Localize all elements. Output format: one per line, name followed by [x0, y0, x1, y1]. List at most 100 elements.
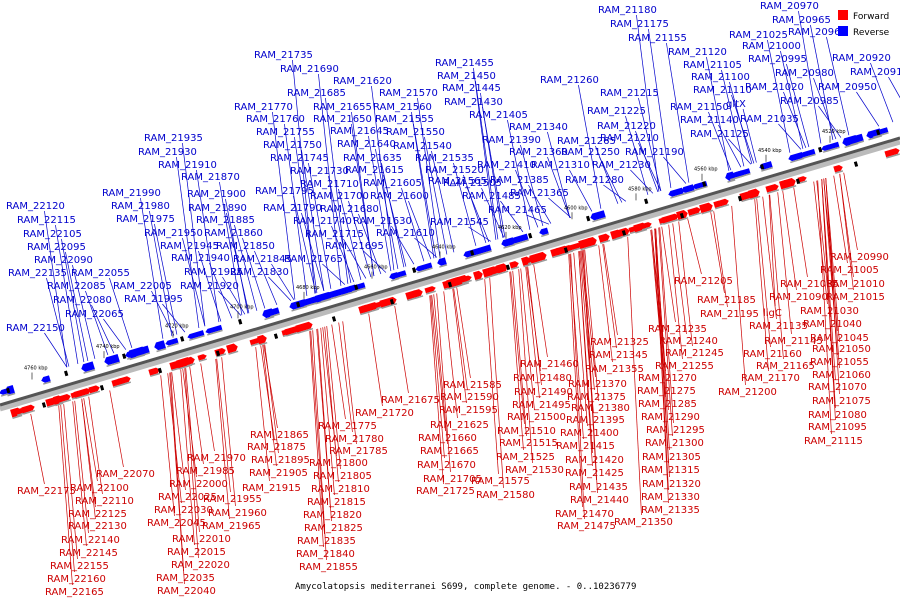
reverse-gene-label: RAM_21155 — [628, 33, 687, 44]
reverse-gene-label: RAM_22080 — [53, 295, 112, 306]
forward-leader-line — [88, 396, 103, 495]
forward-leader-line — [661, 226, 676, 323]
gene-shadow — [417, 267, 433, 274]
forward-gene-label: RAM_21580 — [476, 490, 535, 501]
gene-shadow — [513, 239, 529, 246]
gene-arrow — [833, 164, 843, 173]
forward-gene-label: RAM_21500 — [507, 412, 566, 423]
gene-shadow — [453, 282, 470, 289]
reverse-leader-line — [635, 130, 659, 192]
forward-gene-label: RAM_22100 — [70, 483, 129, 494]
marker-tick — [795, 178, 801, 185]
reverse-gene-label: RAM_20950 — [818, 82, 877, 93]
reverse-leader-line — [708, 111, 732, 171]
marker-tick — [586, 215, 591, 222]
reverse-leader-line — [767, 39, 791, 153]
forward-leader-line — [312, 330, 327, 561]
reverse-leader-line — [198, 250, 222, 322]
reverse-leader-line — [338, 188, 362, 281]
gene-arrow — [88, 385, 100, 394]
gene-shadow — [425, 290, 436, 295]
legend-reverse-swatch — [838, 26, 848, 36]
reverse-leader-line — [475, 80, 499, 240]
reverse-gene-label: RAM_21910 — [158, 160, 217, 171]
forward-gene — [117, 376, 132, 387]
gene-arrow — [134, 345, 150, 356]
forward-leader-line — [659, 227, 674, 424]
reverse-leader-line — [666, 42, 690, 183]
reverse-gene — [501, 237, 516, 249]
reverse-gene — [733, 168, 751, 179]
forward-gene-label: RAM_21595 — [439, 405, 498, 416]
gene-shadow — [119, 381, 132, 387]
reverse-leader-line — [786, 63, 810, 148]
forward-leader-line — [668, 224, 683, 360]
gene-shadow — [475, 277, 484, 282]
reverse-leader-line — [718, 124, 742, 168]
forward-leader-line — [672, 223, 687, 335]
forward-gene-label: RAM_22110 — [75, 496, 134, 507]
reverse-gene-label: RAM_21870 — [181, 172, 240, 183]
forward-gene-label: RAM_21955 — [203, 494, 262, 505]
gene-shadow — [259, 341, 268, 346]
forward-gene-label: RAM_22045 — [147, 518, 206, 529]
reverse-gene-label: RAM_20915 — [850, 67, 900, 78]
reverse-gene-label: RAM_21900 — [187, 189, 246, 200]
gene-shadow — [663, 218, 679, 225]
reverse-gene-label: RAM_21465 — [488, 205, 547, 216]
forward-leader-line — [658, 227, 673, 437]
reverse-leader-line — [162, 303, 186, 333]
reverse-gene-label: RAM_21190 — [625, 147, 684, 158]
reverse-leader-line — [391, 225, 415, 265]
gene-arrow — [788, 151, 804, 162]
reverse-gene-label: RAM_21690 — [280, 64, 339, 75]
gene-shadow — [198, 358, 207, 363]
forward-leader-line — [768, 194, 776, 307]
reverse-gene-label: RAM_21600 — [370, 191, 429, 202]
reverse-gene — [205, 324, 223, 336]
forward-gene-label: RAM_21425 — [565, 468, 624, 479]
forward-gene-label: RAM_21375 — [567, 392, 626, 403]
forward-gene — [784, 177, 797, 190]
forward-leader-line — [170, 372, 185, 585]
forward-leader-line — [74, 400, 89, 534]
gene-shadow — [291, 305, 308, 312]
forward-leader-line — [655, 228, 670, 478]
marker-tick — [818, 146, 823, 153]
reverse-gene-label: RAM_21105 — [683, 60, 742, 71]
marker-tick — [621, 230, 627, 236]
reverse-leader-line — [818, 105, 842, 138]
forward-leader-line — [817, 180, 832, 435]
legend-forward-label: Forward — [853, 12, 889, 22]
reverse-leader-line — [856, 91, 880, 127]
gene-arrow — [104, 353, 120, 366]
forward-gene-label: RAM_21270 — [638, 373, 697, 384]
forward-gene-label: RAM_22010 — [172, 534, 231, 545]
marker-tick — [470, 250, 475, 256]
forward-gene-label: RAM_21815 — [307, 497, 366, 508]
reverse-gene-label: RAM_21715 — [305, 229, 364, 240]
reverse-gene-label: RAM_21035 — [740, 114, 799, 125]
reverse-gene — [788, 151, 804, 164]
forward-gene — [496, 263, 509, 275]
reverse-gene-label: RAM_21850 — [216, 241, 275, 252]
forward-gene-label: RAM_21435 — [569, 482, 628, 493]
forward-gene — [257, 334, 268, 346]
forward-gene-label: RAM_21380 — [571, 403, 630, 414]
reverse-gene-label: RAM_21610 — [376, 228, 435, 239]
forward-leader-line — [527, 266, 542, 386]
forward-gene — [699, 202, 714, 215]
forward-leader-line — [394, 305, 409, 394]
gene-arrow — [699, 202, 713, 214]
reverse-gene-label: RAM_21025 — [729, 30, 788, 41]
forward-gene-label: RAM_21780 — [325, 434, 384, 445]
gene-shadow — [750, 195, 761, 201]
gene-arrow — [460, 275, 472, 283]
reverse-gene-label: RAM_22120 — [6, 201, 65, 212]
forward-leader-line — [582, 250, 597, 481]
gene-shadow — [689, 212, 702, 218]
forward-gene-label: RAM_21040 — [803, 319, 862, 330]
gene-shadow — [7, 392, 16, 397]
forward-leader-line — [598, 245, 613, 363]
marker-tick — [505, 264, 511, 271]
